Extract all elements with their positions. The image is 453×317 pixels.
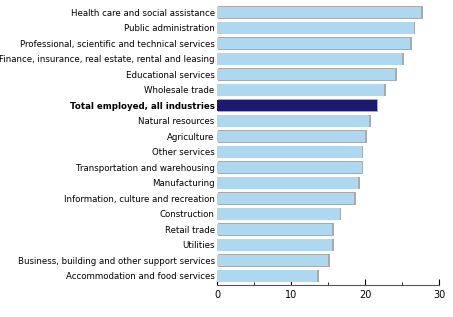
Bar xyxy=(218,53,404,65)
Bar xyxy=(217,162,361,173)
Bar xyxy=(218,68,397,81)
Bar xyxy=(218,177,360,189)
Bar xyxy=(217,69,395,80)
Bar xyxy=(217,38,410,49)
Bar xyxy=(218,146,363,158)
Bar xyxy=(217,131,366,142)
Bar xyxy=(217,208,340,220)
Bar xyxy=(218,239,334,251)
Bar xyxy=(217,115,369,126)
Bar xyxy=(218,22,415,34)
Bar xyxy=(218,255,330,267)
Bar xyxy=(217,23,414,34)
Bar xyxy=(217,7,421,18)
Bar xyxy=(218,192,356,204)
Bar xyxy=(218,6,423,18)
Bar xyxy=(217,193,354,204)
Bar xyxy=(218,270,319,282)
Bar xyxy=(217,53,402,65)
Bar xyxy=(218,37,411,49)
Bar xyxy=(217,100,376,111)
Bar xyxy=(218,100,378,112)
Bar xyxy=(217,84,384,95)
Bar xyxy=(218,161,363,173)
Bar xyxy=(217,224,332,235)
Bar xyxy=(217,270,317,281)
Bar xyxy=(218,84,386,96)
Bar xyxy=(218,223,334,236)
Bar xyxy=(217,178,358,189)
Bar xyxy=(218,208,341,220)
Bar xyxy=(217,146,361,158)
Bar xyxy=(217,239,332,250)
Bar xyxy=(217,255,328,266)
Bar xyxy=(218,115,371,127)
Bar xyxy=(218,130,367,143)
